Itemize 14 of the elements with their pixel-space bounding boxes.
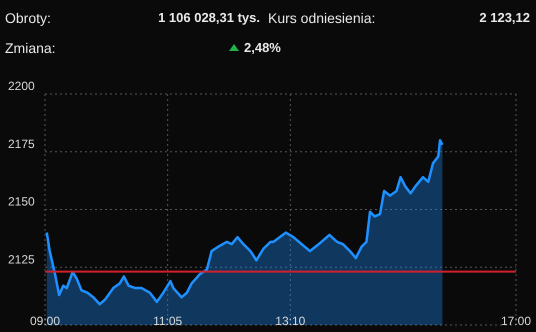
- x-tick-label: 09:00: [30, 314, 60, 328]
- x-tick-label: 13:10: [275, 314, 306, 328]
- text: Zmiana:: [5, 40, 56, 56]
- x-tick-label: 17:00: [500, 314, 532, 328]
- text: 2,48%: [244, 40, 281, 55]
- text: 2 123,12: [479, 10, 530, 25]
- text: Kurs odniesienia:: [268, 10, 376, 26]
- x-tick-label: 11:05: [153, 314, 183, 328]
- text: Obroty:: [5, 10, 51, 26]
- y-tick-label: 2200: [8, 79, 36, 93]
- text: 1 106 028,31 tys.: [158, 10, 260, 25]
- y-tick-label: 2125: [8, 252, 36, 266]
- y-tick-label: 2175: [8, 136, 36, 151]
- y-tick-label: 2150: [8, 194, 36, 208]
